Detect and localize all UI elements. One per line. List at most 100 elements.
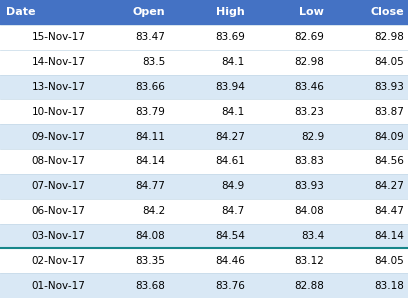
FancyBboxPatch shape — [90, 74, 169, 99]
FancyBboxPatch shape — [328, 50, 408, 74]
Text: 14-Nov-17: 14-Nov-17 — [32, 57, 86, 67]
Text: Date: Date — [6, 7, 35, 17]
FancyBboxPatch shape — [169, 124, 249, 149]
Text: 06-Nov-17: 06-Nov-17 — [32, 206, 86, 216]
Text: 09-Nov-17: 09-Nov-17 — [32, 132, 86, 142]
FancyBboxPatch shape — [0, 124, 90, 149]
Text: 83.5: 83.5 — [142, 57, 165, 67]
FancyBboxPatch shape — [169, 149, 249, 174]
FancyBboxPatch shape — [169, 99, 249, 124]
Text: 83.23: 83.23 — [295, 107, 324, 117]
FancyBboxPatch shape — [169, 224, 249, 248]
FancyBboxPatch shape — [249, 248, 328, 273]
FancyBboxPatch shape — [0, 25, 90, 50]
Text: 82.69: 82.69 — [295, 32, 324, 42]
Text: 84.61: 84.61 — [215, 156, 245, 166]
Text: 84.9: 84.9 — [222, 181, 245, 191]
FancyBboxPatch shape — [169, 199, 249, 224]
FancyBboxPatch shape — [249, 199, 328, 224]
FancyBboxPatch shape — [328, 174, 408, 199]
Text: 84.46: 84.46 — [215, 256, 245, 266]
FancyBboxPatch shape — [328, 99, 408, 124]
FancyBboxPatch shape — [90, 248, 169, 273]
Text: 01-Nov-17: 01-Nov-17 — [32, 281, 86, 291]
FancyBboxPatch shape — [169, 273, 249, 298]
FancyBboxPatch shape — [0, 273, 90, 298]
Text: 83.46: 83.46 — [295, 82, 324, 92]
FancyBboxPatch shape — [90, 199, 169, 224]
FancyBboxPatch shape — [249, 124, 328, 149]
Text: 83.79: 83.79 — [135, 107, 165, 117]
Text: 84.2: 84.2 — [142, 206, 165, 216]
Text: 84.47: 84.47 — [374, 206, 404, 216]
Text: 83.18: 83.18 — [374, 281, 404, 291]
Text: 83.94: 83.94 — [215, 82, 245, 92]
FancyBboxPatch shape — [328, 25, 408, 50]
FancyBboxPatch shape — [249, 224, 328, 248]
FancyBboxPatch shape — [90, 149, 169, 174]
Text: 83.47: 83.47 — [135, 32, 165, 42]
FancyBboxPatch shape — [0, 99, 90, 124]
Text: 83.69: 83.69 — [215, 32, 245, 42]
FancyBboxPatch shape — [90, 174, 169, 199]
Text: High: High — [216, 7, 245, 17]
Text: 84.09: 84.09 — [374, 132, 404, 142]
FancyBboxPatch shape — [328, 224, 408, 248]
FancyBboxPatch shape — [90, 273, 169, 298]
FancyBboxPatch shape — [328, 124, 408, 149]
Text: Low: Low — [299, 7, 324, 17]
Text: 84.14: 84.14 — [135, 156, 165, 166]
Text: 84.1: 84.1 — [222, 107, 245, 117]
Text: 83.93: 83.93 — [374, 82, 404, 92]
Text: 82.88: 82.88 — [295, 281, 324, 291]
FancyBboxPatch shape — [0, 248, 90, 273]
FancyBboxPatch shape — [90, 99, 169, 124]
Text: 82.98: 82.98 — [295, 57, 324, 67]
FancyBboxPatch shape — [249, 0, 328, 25]
Text: 07-Nov-17: 07-Nov-17 — [32, 181, 86, 191]
FancyBboxPatch shape — [169, 50, 249, 74]
FancyBboxPatch shape — [169, 74, 249, 99]
Text: 15-Nov-17: 15-Nov-17 — [32, 32, 86, 42]
FancyBboxPatch shape — [0, 0, 90, 25]
Text: Open: Open — [133, 7, 165, 17]
FancyBboxPatch shape — [0, 149, 90, 174]
Text: 83.66: 83.66 — [135, 82, 165, 92]
Text: 84.14: 84.14 — [374, 231, 404, 241]
Text: 02-Nov-17: 02-Nov-17 — [32, 256, 86, 266]
Text: 84.27: 84.27 — [374, 181, 404, 191]
FancyBboxPatch shape — [328, 248, 408, 273]
Text: 83.12: 83.12 — [295, 256, 324, 266]
FancyBboxPatch shape — [90, 25, 169, 50]
FancyBboxPatch shape — [0, 199, 90, 224]
FancyBboxPatch shape — [169, 174, 249, 199]
FancyBboxPatch shape — [249, 74, 328, 99]
Text: 83.76: 83.76 — [215, 281, 245, 291]
Text: 84.54: 84.54 — [215, 231, 245, 241]
Text: 84.77: 84.77 — [135, 181, 165, 191]
FancyBboxPatch shape — [90, 224, 169, 248]
Text: 82.98: 82.98 — [374, 32, 404, 42]
Text: 83.68: 83.68 — [135, 281, 165, 291]
Text: 84.05: 84.05 — [374, 57, 404, 67]
FancyBboxPatch shape — [0, 50, 90, 74]
FancyBboxPatch shape — [169, 25, 249, 50]
Text: 08-Nov-17: 08-Nov-17 — [32, 156, 86, 166]
FancyBboxPatch shape — [249, 50, 328, 74]
FancyBboxPatch shape — [328, 0, 408, 25]
Text: 82.9: 82.9 — [301, 132, 324, 142]
FancyBboxPatch shape — [90, 50, 169, 74]
FancyBboxPatch shape — [90, 124, 169, 149]
FancyBboxPatch shape — [249, 174, 328, 199]
Text: 83.4: 83.4 — [301, 231, 324, 241]
Text: 84.56: 84.56 — [374, 156, 404, 166]
Text: 03-Nov-17: 03-Nov-17 — [32, 231, 86, 241]
FancyBboxPatch shape — [249, 149, 328, 174]
Text: 84.08: 84.08 — [295, 206, 324, 216]
Text: 13-Nov-17: 13-Nov-17 — [32, 82, 86, 92]
FancyBboxPatch shape — [328, 199, 408, 224]
FancyBboxPatch shape — [328, 74, 408, 99]
Text: 84.1: 84.1 — [222, 57, 245, 67]
FancyBboxPatch shape — [249, 25, 328, 50]
Text: 83.35: 83.35 — [135, 256, 165, 266]
